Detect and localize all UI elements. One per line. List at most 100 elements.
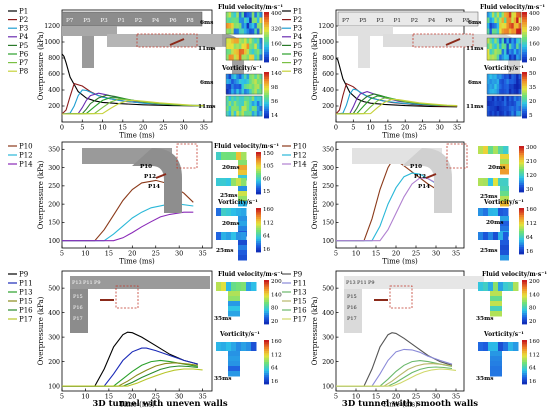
legend-label: P7 bbox=[19, 59, 28, 67]
contour-cell bbox=[254, 74, 258, 80]
colorbar-cell bbox=[264, 286, 269, 290]
field-cell bbox=[226, 342, 232, 351]
contour-cell bbox=[259, 84, 263, 90]
contour-cell bbox=[231, 111, 235, 117]
colorbar-cell bbox=[522, 370, 527, 374]
colorbar-tick-label: 400 bbox=[529, 11, 540, 17]
field-cell bbox=[226, 178, 232, 186]
x-tick-label: 25 bbox=[418, 124, 426, 132]
contour-cell bbox=[228, 17, 232, 24]
contour-cell bbox=[259, 17, 263, 24]
contour-cell bbox=[241, 17, 245, 24]
time-label: 35ms bbox=[214, 376, 232, 382]
caption-left: 3D tunnel with uneven walls bbox=[92, 399, 227, 409]
legend-label: P13 bbox=[19, 288, 33, 296]
colorbar-cell bbox=[264, 90, 269, 94]
contour-cell bbox=[494, 17, 498, 24]
colorbar-cell bbox=[256, 158, 261, 161]
pointer-arrow bbox=[169, 38, 185, 46]
colorbar-cell bbox=[264, 340, 269, 343]
contour-cell bbox=[494, 12, 498, 18]
contour-cell bbox=[259, 96, 263, 102]
bend-inset: P10 P12 P14 bbox=[352, 143, 468, 213]
time-label: 25ms bbox=[480, 248, 498, 254]
colorbar-tick-label: 60 bbox=[263, 176, 271, 182]
contour-cell bbox=[238, 23, 242, 29]
colorbar-cell bbox=[256, 243, 261, 246]
colorbar-cell bbox=[522, 22, 527, 25]
field-cell bbox=[228, 306, 240, 312]
colorbar-cell bbox=[519, 240, 524, 243]
field-cell bbox=[493, 146, 499, 154]
contour-cell bbox=[259, 101, 263, 107]
colorbar-cell bbox=[264, 29, 269, 33]
contour-cell bbox=[241, 23, 245, 29]
colorbar-cell bbox=[256, 212, 261, 215]
colorbar-tick-label: 40 bbox=[529, 57, 537, 63]
contour-cell bbox=[228, 74, 232, 80]
contour-cell bbox=[231, 89, 235, 95]
colorbar-tick-label: 15 bbox=[263, 189, 271, 195]
y-tick-label: 150 bbox=[322, 220, 334, 227]
contour-cell bbox=[513, 111, 517, 117]
x-tick-label: 30 bbox=[436, 124, 444, 132]
x-tick-label: 20 bbox=[128, 393, 136, 401]
colorbar-cell bbox=[264, 282, 269, 285]
contour-cell bbox=[259, 106, 263, 112]
contour-cell bbox=[518, 17, 522, 24]
contour-cell bbox=[238, 54, 242, 61]
colorbar-cell bbox=[519, 214, 524, 218]
contour-cell bbox=[504, 106, 507, 112]
colorbar-cell bbox=[522, 59, 527, 63]
legend-label: P7 bbox=[293, 59, 302, 67]
contour-cell bbox=[511, 49, 515, 55]
contour-cell bbox=[233, 101, 237, 107]
x-tick-label: 5 bbox=[60, 393, 64, 401]
contour-cell bbox=[236, 96, 240, 102]
tunnel-branch bbox=[82, 26, 94, 68]
y-tick-label: 250 bbox=[48, 183, 60, 190]
colorbar-cell bbox=[264, 381, 269, 385]
field-cell bbox=[228, 351, 240, 357]
colorbar-cell bbox=[264, 74, 269, 77]
colorbar-cell bbox=[519, 148, 524, 151]
tee-field bbox=[216, 282, 257, 317]
colorbar-cell bbox=[522, 315, 527, 318]
colorbar-cell bbox=[264, 377, 269, 380]
series-line-p17 bbox=[336, 368, 457, 387]
contour-cell bbox=[228, 101, 232, 107]
field-cell bbox=[228, 301, 240, 307]
contour-cell bbox=[241, 49, 245, 55]
field-cell bbox=[238, 175, 247, 181]
y-tick-label: 800 bbox=[322, 55, 334, 62]
contour-cell bbox=[254, 17, 258, 24]
y-axis-label: Overpressure (kPa) bbox=[311, 31, 319, 100]
contour-cell bbox=[518, 101, 522, 107]
colorbar-cell bbox=[264, 32, 269, 35]
field-cell bbox=[241, 342, 247, 351]
y-tick-label: 200 bbox=[48, 103, 60, 110]
contour-cell bbox=[259, 49, 263, 55]
colorbar-cell bbox=[522, 282, 527, 285]
contour-cell bbox=[236, 54, 240, 61]
contour-cell bbox=[489, 28, 493, 35]
time-label: 6ms bbox=[468, 20, 482, 26]
contour-cell bbox=[491, 28, 495, 35]
colorbar-cell bbox=[522, 346, 527, 350]
contour-cell bbox=[508, 79, 512, 85]
contour-cell bbox=[489, 12, 493, 18]
point-label: P10 bbox=[410, 164, 422, 170]
colorbar-cell bbox=[522, 74, 527, 77]
contour-cell bbox=[238, 79, 242, 85]
contour-cell bbox=[501, 106, 505, 112]
field-cell bbox=[490, 351, 502, 357]
contour-cell bbox=[251, 111, 255, 117]
contour-cell bbox=[246, 96, 250, 102]
colorbar-cell bbox=[264, 34, 269, 38]
colorbar-cell bbox=[264, 81, 269, 84]
y-tick-label: 400 bbox=[322, 87, 334, 94]
contour-cell bbox=[226, 49, 230, 55]
field-cell bbox=[228, 291, 240, 297]
contour-cell bbox=[516, 54, 520, 61]
